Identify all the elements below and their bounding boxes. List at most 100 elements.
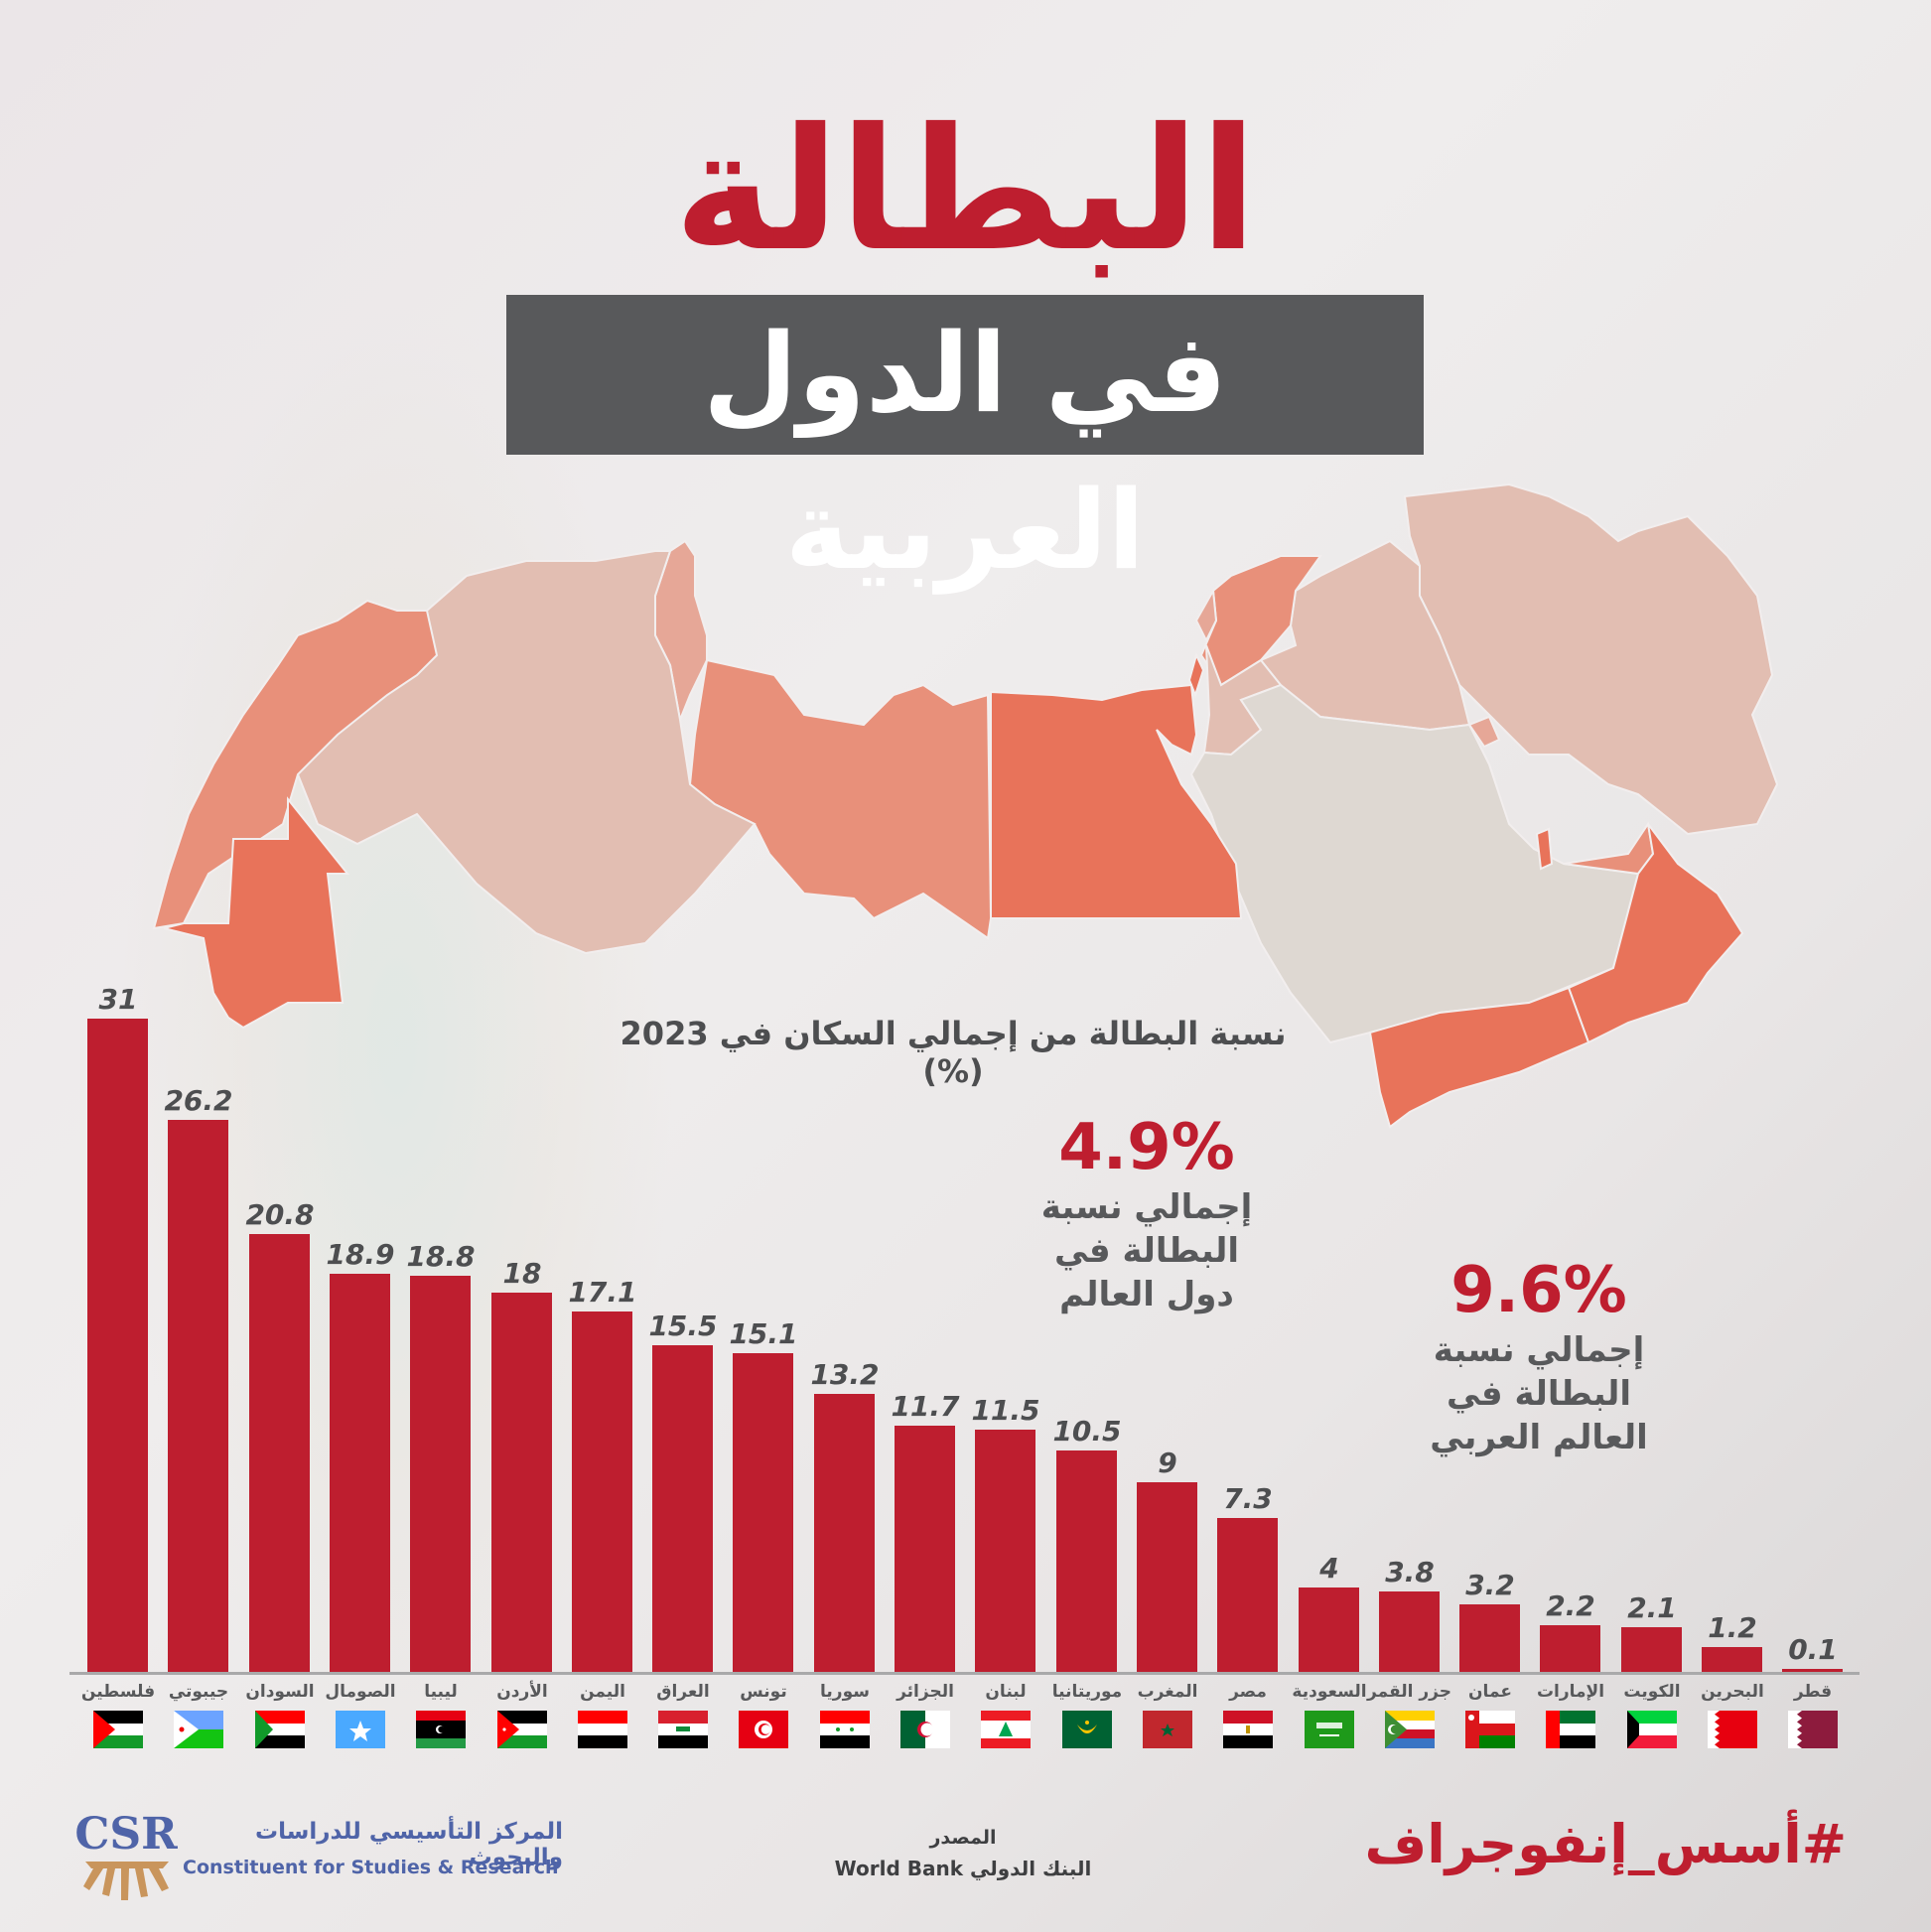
bar-value-label: 11.7 <box>891 1390 960 1423</box>
source-label: المصدر <box>929 1827 997 1849</box>
iraq-flag-icon <box>658 1711 708 1748</box>
world-unemployment-label-3: دول العالم <box>1059 1275 1234 1314</box>
bar-value-label: 1.2 <box>1708 1611 1757 1644</box>
bar-value-label: 3.8 <box>1385 1556 1435 1588</box>
bar-21 <box>1702 1647 1762 1672</box>
map-kuwait <box>1467 715 1501 749</box>
jordan-flag-icon <box>497 1711 547 1748</box>
country-label: العراق <box>656 1682 710 1702</box>
map-mauritania <box>163 796 350 1030</box>
bar-18 <box>1459 1604 1520 1672</box>
map-yemen <box>1368 986 1590 1129</box>
map-morocco <box>152 599 439 930</box>
bar-10 <box>814 1394 875 1672</box>
djibouti-flag-icon <box>174 1711 223 1748</box>
country-label: جزر القمر <box>1367 1682 1451 1702</box>
map-algeria <box>296 550 757 955</box>
bar-6 <box>491 1293 552 1672</box>
country-label: سوريا <box>820 1682 870 1702</box>
bar-2 <box>168 1120 228 1672</box>
comoros-flag-icon <box>1385 1711 1435 1748</box>
svg-text:CSR: CSR <box>74 1809 178 1860</box>
bar-value-label: 11.5 <box>971 1394 1040 1427</box>
chart-baseline <box>69 1672 1860 1675</box>
page-title: البطالة <box>673 92 1258 289</box>
oman-flag-icon <box>1465 1711 1515 1748</box>
morocco-flag-icon <box>1143 1711 1192 1748</box>
sudan-flag-icon <box>255 1711 305 1748</box>
country-label: عمان <box>1468 1682 1512 1702</box>
bar-9 <box>733 1353 793 1672</box>
country-label: الجزائر <box>897 1682 954 1702</box>
country-label: ليبيا <box>424 1682 458 1702</box>
hashtag: #أسس_إنفوجراف <box>1364 1813 1847 1875</box>
csr-logo-icon: CSR <box>74 1809 178 1900</box>
yemen-flag-icon <box>578 1711 627 1748</box>
country-label: قطر <box>1793 1682 1833 1702</box>
kuwait-flag-icon <box>1627 1711 1677 1748</box>
country-label: المغرب <box>1137 1682 1198 1702</box>
map-qatar <box>1535 827 1554 871</box>
country-label: السعودية <box>1292 1682 1367 1702</box>
page-subtitle-box: في الدول العربية <box>506 295 1424 594</box>
bar-19 <box>1540 1625 1600 1672</box>
map-lebanon <box>1194 587 1218 643</box>
bar-22 <box>1782 1669 1843 1672</box>
org-name-english: Constituent for Studies & Research <box>183 1857 559 1878</box>
country-label: البحرين <box>1701 1682 1764 1702</box>
bar-value-label: 0.1 <box>1788 1633 1838 1666</box>
bar-value-label: 13.2 <box>810 1358 880 1391</box>
source-value: البنك الدولي World Bank <box>834 1857 1092 1880</box>
bahrain-flag-icon <box>1708 1711 1757 1748</box>
country-label: اليمن <box>580 1682 625 1702</box>
bar-13 <box>1056 1450 1117 1672</box>
somalia-flag-icon <box>336 1711 385 1748</box>
bar-17 <box>1379 1591 1440 1672</box>
bar-value-label: 2.2 <box>1546 1589 1595 1622</box>
map-uae <box>1563 821 1655 876</box>
qatar-flag-icon <box>1788 1711 1838 1748</box>
bar-value-label: 18.8 <box>406 1240 476 1273</box>
map-egypt <box>990 683 1243 919</box>
bar-value-label: 7.3 <box>1223 1482 1273 1515</box>
bar-3 <box>249 1234 310 1672</box>
bar-value-label: 3.2 <box>1465 1569 1515 1601</box>
page-subtitle: في الدول العربية <box>703 310 1227 594</box>
bar-12 <box>975 1430 1035 1672</box>
source-block: المصدر البنك الدولي World Bank <box>814 1823 1112 1884</box>
lebanon-flag-icon <box>981 1711 1031 1748</box>
saudi-flag-icon <box>1305 1711 1354 1748</box>
arab-unemployment-value: 9.6% <box>1450 1254 1627 1327</box>
country-label: مصر <box>1229 1682 1267 1702</box>
algeria-flag-icon <box>900 1711 950 1748</box>
bar-5 <box>410 1276 471 1672</box>
uae-flag-icon <box>1546 1711 1595 1748</box>
syria-flag-icon <box>820 1711 870 1748</box>
bar-7 <box>572 1311 632 1672</box>
bar-value-label: 15.1 <box>729 1317 798 1350</box>
chart-title: نسبة البطالة من إجمالي السكان في 2023 (%… <box>620 1015 1287 1090</box>
country-label: الكويت <box>1623 1682 1681 1702</box>
world-unemployment-value: 4.9% <box>1058 1111 1235 1184</box>
arab-region-map <box>152 483 1779 1129</box>
bar-value-label: 18 <box>502 1257 542 1290</box>
mauritania-flag-icon <box>1062 1711 1112 1748</box>
bar-11 <box>895 1426 955 1672</box>
country-label: جيبوتي <box>168 1682 229 1702</box>
world-unemployment-stat: 4.9% إجمالي نسبة البطالة في دول العالم <box>1023 1110 1271 1316</box>
country-label: تونس <box>740 1682 787 1702</box>
libya-flag-icon <box>416 1711 466 1748</box>
arab-unemployment-stat: 9.6% إجمالي نسبة البطالة في العالم العرب… <box>1410 1253 1668 1459</box>
bar-value-label: 17.1 <box>568 1276 637 1309</box>
bar-value-label: 20.8 <box>245 1198 315 1231</box>
org-name-arabic: المركز التأسيسي للدراسات والبحوث <box>255 1819 563 1870</box>
arab-unemployment-label-2: البطالة في <box>1446 1374 1632 1414</box>
country-label: السودان <box>245 1682 315 1702</box>
country-label: الإمارات <box>1536 1682 1605 1702</box>
bar-14 <box>1137 1482 1197 1672</box>
world-unemployment-label-2: البطالة في <box>1053 1231 1240 1271</box>
country-label: موريتانيا <box>1051 1682 1123 1702</box>
egypt-flag-icon <box>1223 1711 1273 1748</box>
bar-value-label: 18.9 <box>326 1238 395 1271</box>
tunisia-flag-icon <box>739 1711 788 1748</box>
